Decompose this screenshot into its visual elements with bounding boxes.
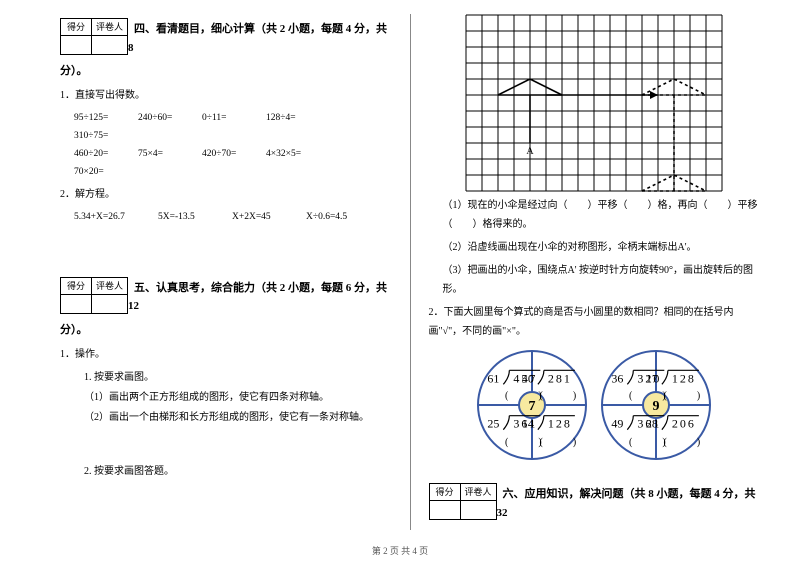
svg-text:( ): ( ) [629,437,666,448]
calc-row-1: 95÷125= 240÷60= 0÷11= 128÷4= 310÷75= [74,109,392,145]
q4-1: 1．直接写出得数。 [60,86,392,105]
section-4-header: 得分评卷人 四、看清题目，细心计算（共 2 小题，每题 4 分，共 8 [60,18,392,57]
q5-1a: 1. 按要求画图。 [84,368,392,388]
score-box-4: 得分评卷人 [60,18,128,55]
eq-row: 5.34+X=26.7 5X=-13.5 X+2X=45 X÷0.6=4.5 [74,208,392,226]
q5-1: 1．操作。 [60,345,392,364]
calc: 70×20= [74,163,138,181]
calc: 240÷60= [138,109,202,127]
svg-text:25: 25 [488,417,500,431]
grader-blank [92,294,128,313]
grader-label: 评卷人 [92,277,128,294]
right-column: A （1）现在的小伞是经过向（ ）平移（ ）格，再向（ ）平移（ ）格得来的。 … [410,14,761,530]
grader-blank [460,501,496,520]
section-5-title: 五、认真思考，综合能力（共 2 小题，每题 6 分，共 12 [128,282,387,313]
calc: 128÷4= [266,109,330,127]
score-label: 得分 [61,277,92,294]
q5-1b: （1）画出两个正方形组成的图形，使它有四条对称轴。 [84,388,392,408]
umbrella-grid: A [465,14,723,192]
page-columns: 得分评卷人 四、看清题目，细心计算（共 2 小题，每题 4 分，共 8 分）。 … [0,0,800,530]
section-5-tail: 分）。 [60,320,392,341]
svg-text:28: 28 [646,417,658,431]
svg-text:( ): ( ) [505,391,542,402]
r-q3: （3）把画出的小伞，围绕点A' 按逆时针方向旋转90°，画出旋转后的图形。 [443,261,761,299]
eq: 5X=-13.5 [158,208,232,226]
division-circles: 761457402812536114128( )( )( )( )9363201… [474,347,714,463]
q5-2: 2. 按要求画图答题。 [84,462,392,482]
svg-text:( ): ( ) [540,391,577,402]
r-q1: （1）现在的小伞是经过向（ ）平移（ ）格，再向（ ）平移（ ）格得来的。 [443,196,761,234]
eq: X÷0.6=4.5 [306,208,380,226]
svg-text:281: 281 [548,371,572,385]
calc: 0÷11= [202,109,266,127]
eq: X+2X=45 [232,208,306,226]
svg-text:( ): ( ) [540,437,577,448]
calc: 310÷75= [74,127,138,145]
svg-text:17: 17 [646,371,658,385]
svg-text:49: 49 [612,417,624,431]
section-6-title: 六、应用知识，解决问题（共 8 小题，每题 4 分，共 32 [497,488,756,519]
svg-text:61: 61 [488,371,500,385]
score-blank [61,36,92,55]
left-column: 得分评卷人 四、看清题目，细心计算（共 2 小题，每题 4 分，共 8 分）。 … [60,14,410,530]
q5-1c: （2）画出一个由梯形和长方形组成的图形，使它有一条对称轴。 [84,408,392,428]
eq: 5.34+X=26.7 [74,208,158,226]
svg-text:A: A [527,146,535,157]
section-4-tail: 分）。 [60,61,392,82]
svg-text:( ): ( ) [664,437,701,448]
svg-text:( ): ( ) [505,437,542,448]
svg-text:( ): ( ) [664,391,701,402]
q4-2: 2．解方程。 [60,185,392,204]
svg-text:14: 14 [522,417,534,431]
r-p2: 2．下面大圆里每个算式的商是否与小圆里的数相同？相同的在括号内画"√"，不同的画… [429,303,761,341]
calc-row-2: 460÷20= 75×4= 420÷70= 4×32×5= 70×20= [74,145,392,181]
svg-text:36: 36 [612,371,624,385]
svg-text:128: 128 [672,371,696,385]
section-5-header: 得分评卷人 五、认真思考，综合能力（共 2 小题，每题 6 分，共 12 [60,277,392,316]
svg-text:40: 40 [522,371,534,385]
svg-text:206: 206 [672,417,696,431]
r-q2: （2）沿虚线画出现在小伞的对称图形，伞柄末端标出A'。 [443,238,761,257]
score-box-6: 得分评卷人 [429,483,497,520]
grader-label: 评卷人 [460,484,496,501]
calc: 95÷125= [74,109,138,127]
score-blank [61,294,92,313]
calc: 460÷20= [74,145,138,163]
grader-label: 评卷人 [92,19,128,36]
grader-blank [92,36,128,55]
svg-text:128: 128 [548,417,572,431]
section-4-title: 四、看清题目，细心计算（共 2 小题，每题 4 分，共 8 [128,23,387,54]
calc: 420÷70= [202,145,266,163]
score-label: 得分 [61,19,92,36]
calc: 4×32×5= [266,145,330,163]
score-blank [429,501,460,520]
score-box-5: 得分评卷人 [60,277,128,314]
svg-text:( ): ( ) [629,391,666,402]
page-footer: 第 2 页 共 4 页 [0,544,800,557]
section-6-header: 得分评卷人 六、应用知识，解决问题（共 8 小题，每题 4 分，共 32 [429,483,761,522]
score-label: 得分 [429,484,460,501]
calc: 75×4= [138,145,202,163]
